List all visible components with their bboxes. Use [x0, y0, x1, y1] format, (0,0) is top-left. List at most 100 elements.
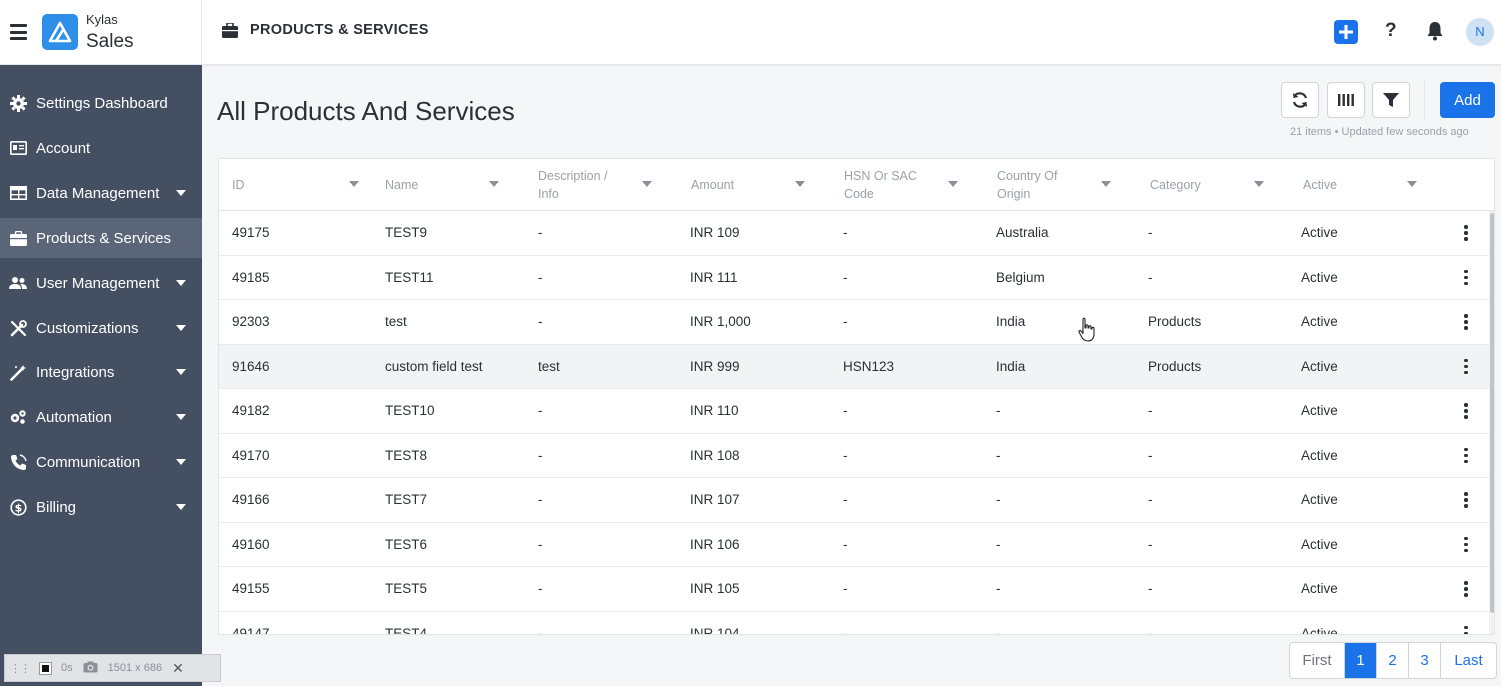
table-cell: India	[996, 314, 1026, 329]
camera-icon[interactable]	[83, 661, 98, 676]
filter-button[interactable]	[1372, 82, 1410, 118]
sidebar-item-products-services[interactable]: Products & Services	[0, 218, 202, 258]
recorder-time: 0s	[61, 662, 73, 674]
table-cell: -	[843, 269, 848, 285]
sidebar-item-user-management[interactable]: User Management	[0, 263, 202, 303]
hamburger-menu-icon[interactable]	[10, 24, 27, 40]
sort-caret-icon[interactable]	[948, 181, 958, 187]
sort-caret-icon[interactable]	[642, 181, 652, 187]
row-actions-kebab-icon[interactable]	[1459, 312, 1473, 332]
table-cell: -	[1148, 536, 1153, 552]
table-cell: Active	[1301, 625, 1338, 635]
table-row[interactable]: 49160 TEST6 - INR 106 - - - Active	[219, 523, 1489, 567]
sidebar-item-automation[interactable]: Automation	[0, 397, 202, 437]
table-icon	[9, 185, 27, 201]
column-header-country[interactable]: Country Of Origin	[997, 159, 1111, 211]
bell-icon[interactable]	[1426, 21, 1444, 41]
sidebar-item-data-management[interactable]: Data Management	[0, 173, 202, 213]
table-row[interactable]: 91646 custom field test test INR 999 HSN123 I…	[219, 344, 1489, 389]
table-row[interactable]: 49166 TEST7 - INR 107 - - - Active	[219, 478, 1489, 523]
stop-icon[interactable]	[39, 661, 52, 675]
row-actions-kebab-icon[interactable]	[1459, 268, 1473, 288]
pagination-last[interactable]: Last	[1454, 652, 1483, 669]
column-header-id[interactable]: ID	[232, 159, 359, 211]
table-cell: INR 105	[690, 581, 740, 596]
table-row[interactable]: 49155 TEST5 - INR 105 - - - Active	[219, 567, 1489, 612]
table-cell: Active	[1301, 447, 1338, 463]
sort-caret-icon[interactable]	[349, 181, 359, 187]
column-header-category[interactable]: Category	[1150, 159, 1264, 211]
briefcase-icon	[9, 230, 27, 246]
column-header-label: Active	[1303, 178, 1338, 192]
column-header-label: Name	[385, 178, 419, 192]
table-cell: -	[1148, 581, 1153, 596]
table-row[interactable]: 49175 TEST9 - INR 109 - Australia - Active	[219, 211, 1489, 256]
table-row[interactable]: 49182 TEST10 - INR 110 - - - Active	[219, 389, 1489, 434]
table-cell: India	[996, 358, 1026, 374]
table-cell: -	[538, 314, 543, 329]
table-cell: -	[1148, 403, 1153, 418]
quick-add-button[interactable]	[1334, 20, 1358, 44]
chevron-down-icon	[176, 325, 186, 331]
drag-handle-icon[interactable]: ⋮⋮	[10, 662, 31, 675]
help-icon[interactable]: ?	[1385, 20, 1397, 41]
table-row[interactable]: 92303 test - INR 1,000 - India Products Active	[219, 300, 1489, 345]
table-scrollbar[interactable]	[1489, 211, 1494, 634]
sort-caret-icon[interactable]	[795, 181, 805, 187]
sidebar-item-label: User Management	[36, 274, 160, 292]
table-cell: -	[843, 225, 848, 240]
scrollbar-thumb[interactable]	[1490, 213, 1494, 613]
users-icon	[9, 275, 27, 291]
sidebar-item-label: Automation	[36, 408, 112, 426]
table-cell: 49170	[232, 447, 270, 463]
column-header-description[interactable]: Description / Info	[538, 159, 652, 211]
sidebar-item-account[interactable]: Account	[0, 128, 202, 168]
row-actions-kebab-icon[interactable]	[1459, 446, 1473, 466]
kylas-logo	[42, 14, 78, 50]
sidebar-item-communication[interactable]: Communication	[0, 442, 202, 482]
user-avatar[interactable]: N	[1466, 18, 1494, 46]
sort-caret-icon[interactable]	[489, 181, 499, 187]
pagination-page-2[interactable]: 2	[1377, 643, 1409, 678]
column-header-amount[interactable]: Amount	[691, 159, 805, 211]
table-cell: 49166	[232, 492, 270, 507]
table-cell: -	[1148, 225, 1153, 240]
column-header-name[interactable]: Name	[385, 159, 499, 211]
pagination-page-1[interactable]: 1	[1345, 643, 1377, 678]
table-row[interactable]: 49147 TEST4 - INR 104 - - - Active	[219, 612, 1489, 635]
column-header-hsn[interactable]: HSN Or SAC Code	[844, 159, 958, 211]
table-cell: -	[843, 403, 848, 418]
sidebar-item-label: Communication	[36, 453, 141, 471]
table-cell: INR 109	[690, 225, 740, 240]
table-cell: -	[538, 403, 543, 418]
sort-caret-icon[interactable]	[1101, 181, 1111, 187]
row-actions-kebab-icon[interactable]	[1459, 579, 1473, 599]
pagination-page-3[interactable]: 3	[1409, 643, 1441, 678]
table-row[interactable]: 49170 TEST8 - INR 108 - - - Active	[219, 434, 1489, 478]
columns-button[interactable]	[1327, 82, 1365, 118]
products-table: ID Name Description / Info Amount HSN Or…	[218, 158, 1495, 635]
table-cell: -	[996, 403, 1001, 418]
sidebar-item-customizations[interactable]: Customizations	[0, 308, 202, 348]
row-actions-kebab-icon[interactable]	[1459, 401, 1473, 421]
chevron-down-icon	[176, 190, 186, 196]
sidebar-item-integrations[interactable]: Integrations	[0, 352, 202, 392]
row-actions-kebab-icon[interactable]	[1459, 624, 1473, 634]
table-row[interactable]: 49185 TEST11 - INR 111 - Belgium - Active	[219, 256, 1489, 300]
pagination-first[interactable]: First	[1290, 643, 1345, 678]
sidebar-item-settings-dashboard[interactable]: Settings Dashboard	[0, 83, 202, 123]
refresh-button[interactable]	[1281, 82, 1319, 118]
row-actions-kebab-icon[interactable]	[1459, 223, 1473, 243]
sort-caret-icon[interactable]	[1254, 181, 1264, 187]
brand-product: Sales	[86, 31, 134, 52]
row-actions-kebab-icon[interactable]	[1459, 490, 1473, 510]
dollar-circle-icon: $	[9, 498, 27, 516]
row-actions-kebab-icon[interactable]	[1459, 357, 1473, 377]
sort-caret-icon[interactable]	[1407, 181, 1417, 187]
close-icon[interactable]: ✕	[172, 659, 184, 676]
add-button[interactable]: Add	[1440, 82, 1495, 118]
sidebar-item-billing[interactable]: $ Billing	[0, 487, 202, 527]
row-actions-kebab-icon[interactable]	[1459, 535, 1473, 555]
column-header-active[interactable]: Active	[1303, 159, 1417, 211]
cogs-icon	[9, 409, 27, 425]
